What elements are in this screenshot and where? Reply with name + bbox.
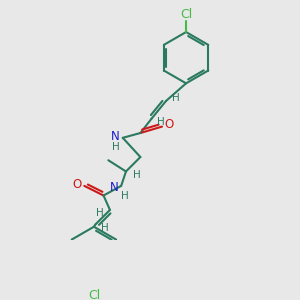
- Text: Cl: Cl: [88, 289, 100, 300]
- Text: H: H: [96, 208, 104, 218]
- Text: H: H: [133, 170, 141, 180]
- Text: H: H: [121, 191, 129, 201]
- Text: O: O: [73, 178, 82, 191]
- Text: H: H: [101, 223, 109, 232]
- Text: N: N: [111, 130, 120, 143]
- Text: H: H: [157, 117, 165, 127]
- Text: O: O: [165, 118, 174, 131]
- Text: N: N: [110, 181, 118, 194]
- Text: H: H: [172, 93, 179, 103]
- Text: Cl: Cl: [180, 8, 192, 21]
- Text: H: H: [112, 142, 119, 152]
